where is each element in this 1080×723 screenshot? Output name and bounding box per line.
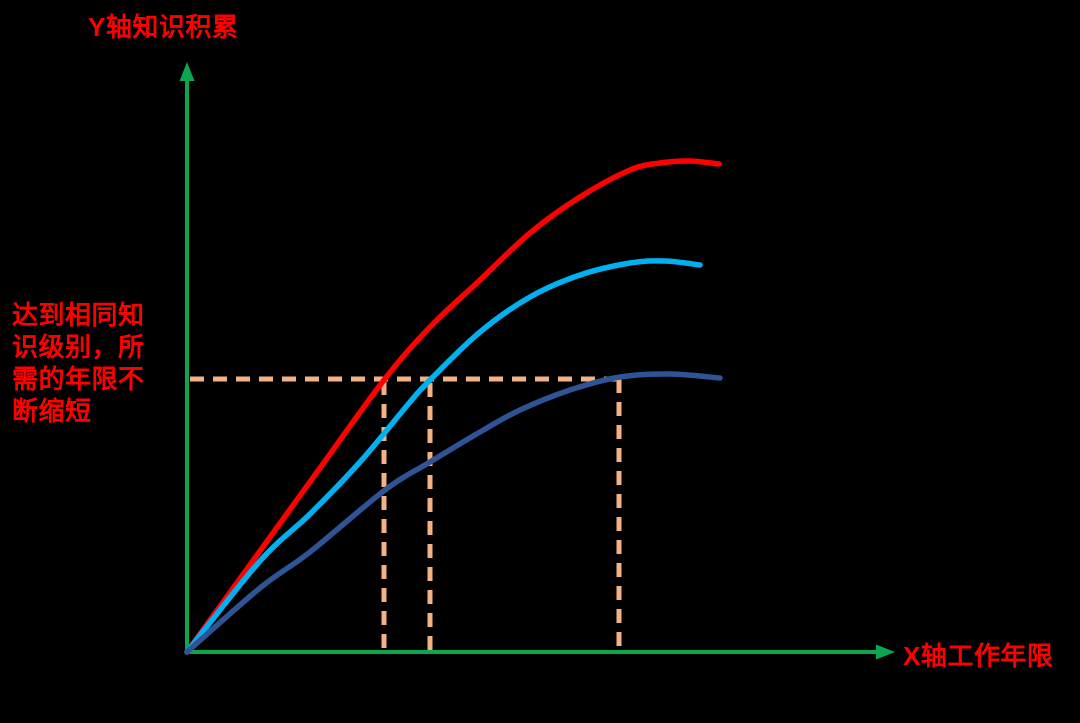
fastest-learning-curve (184, 158, 722, 655)
y-axis-label: Y轴知识积累 (88, 12, 239, 42)
annotation-text: 达到相同知 识级别，所 需的年限不 断缩短 (12, 299, 145, 427)
annotation-line-3: 需的年限不 (12, 364, 145, 394)
medium-learning-curve (184, 258, 703, 655)
x-axis-label: X轴工作年限 (903, 641, 1054, 671)
x-axis-arrowhead-icon (876, 644, 895, 660)
slowest-learning-curve (184, 371, 723, 655)
y-axis-arrowhead-icon (179, 62, 195, 81)
annotation-line-4: 断缩短 (12, 396, 92, 426)
annotation-line-1: 达到相同知 (12, 300, 145, 330)
annotation-line-2: 识级别，所 (12, 332, 145, 362)
